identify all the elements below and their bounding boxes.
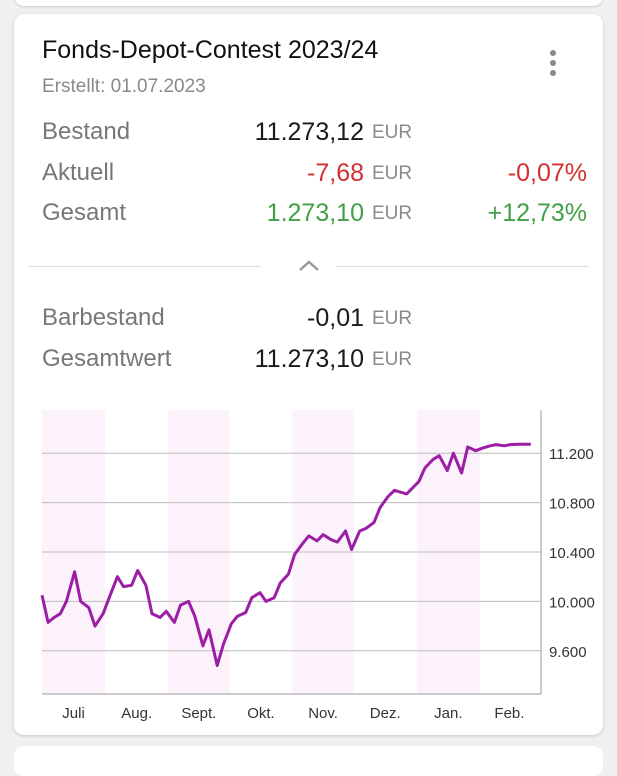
x-tick-label: Dez.	[370, 705, 401, 722]
row-value: -7,68	[307, 159, 364, 187]
y-tick-label: 10.400	[549, 545, 595, 562]
created-date: Erstellt: 01.07.2023	[42, 76, 206, 97]
y-tick-label: 9.600	[549, 644, 587, 661]
row-label: Aktuell	[42, 159, 115, 186]
portfolio-card[interactable]: Fonds-Depot-Contest 2023/24 Erstellt: 01…	[14, 14, 603, 735]
row-percent: +12,73%	[487, 199, 587, 227]
x-tick-label: Feb.	[494, 705, 524, 722]
x-tick-label: Jan.	[434, 705, 462, 722]
row-label: Gesamtwert	[42, 345, 172, 372]
summary-row-bestand: Bestand 11.273,12 EUR	[42, 118, 587, 148]
x-tick-label: Juli	[62, 705, 85, 722]
y-tick-label: 10.000	[549, 594, 595, 611]
y-tick-label: 11.200	[549, 446, 594, 463]
card-title: Fonds-Depot-Contest 2023/24	[42, 36, 379, 64]
row-label: Gesamt	[42, 199, 127, 226]
row-currency: EUR	[372, 349, 413, 370]
x-tick-label: Aug.	[121, 705, 152, 722]
row-percent: -0,07%	[507, 159, 587, 187]
chevron-up-icon[interactable]	[295, 256, 323, 276]
row-currency: EUR	[372, 163, 413, 184]
divider	[336, 266, 589, 267]
row-value: 11.273,10	[254, 345, 364, 373]
next-card	[14, 746, 603, 776]
divider	[28, 266, 261, 267]
summary-row-aktuell: Aktuell -7,68 EUR -0,07%	[42, 159, 587, 189]
previous-card	[14, 0, 603, 6]
cash-row-barbestand: Barbestand -0,01 EUR	[42, 304, 587, 334]
row-currency: EUR	[372, 203, 413, 224]
row-value: 1.273,10	[266, 199, 364, 227]
row-currency: EUR	[372, 122, 413, 143]
performance-chart[interactable]: 9.600 10.000 10.400 10.800 11.200 Juli Aug. Sep…	[28, 396, 617, 726]
cash-row-gesamtwert: Gesamtwert 11.273,10 EUR	[42, 345, 587, 375]
row-label: Bestand	[42, 118, 131, 145]
series-line	[40, 442, 531, 668]
row-value: 11.273,12	[254, 118, 364, 146]
more-vert-icon[interactable]	[546, 50, 560, 82]
row-currency: EUR	[372, 308, 413, 329]
summary-row-gesamt: Gesamt 1.273,10 EUR +12,73%	[42, 199, 587, 229]
row-label: Barbestand	[42, 304, 165, 331]
row-value: -0,01	[307, 304, 364, 332]
y-tick-label: 10.800	[549, 496, 595, 513]
x-tick-label: Sept.	[181, 705, 216, 722]
x-tick-label: Okt.	[247, 705, 275, 722]
x-tick-label: Nov.	[308, 705, 338, 722]
